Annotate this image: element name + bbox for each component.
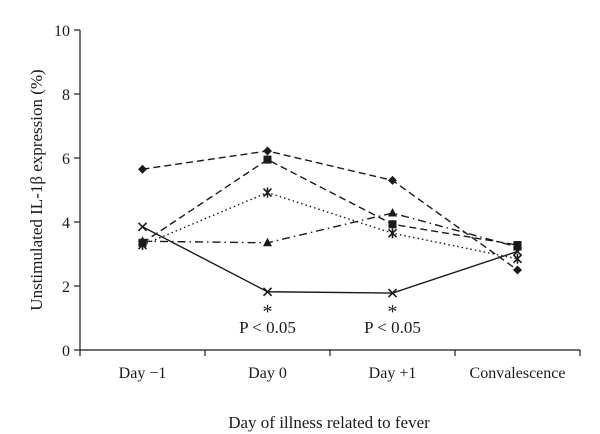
significance-star: * [263, 301, 273, 323]
y-tick-label: 4 [62, 215, 70, 232]
series-line-5 [142, 226, 518, 294]
x-tick-label: Convalescence [470, 365, 566, 382]
x-axis-title: Day of illness related to fever [228, 413, 430, 432]
series-line-3 [142, 191, 518, 260]
series-line-1 [142, 150, 518, 271]
data-point-triangle [388, 208, 397, 217]
data-point-diamond [513, 265, 522, 275]
data-point-diamond [388, 175, 397, 185]
significance-star: * [388, 301, 398, 323]
data-point-square [388, 220, 397, 229]
data-point-x [512, 246, 523, 257]
y-axis-title: Unstimulated IL-1β expression (%) [27, 69, 46, 310]
y-tick-label: 6 [62, 151, 70, 168]
data-point-star [262, 187, 273, 198]
data-point-x [137, 222, 148, 232]
significance-label: P < 0.05 [239, 318, 296, 337]
y-tick-label: 2 [62, 279, 70, 296]
y-tick-label: 10 [54, 23, 70, 40]
series-line-2 [142, 158, 518, 246]
data-point-triangle [263, 237, 272, 247]
data-point-star [387, 228, 398, 239]
data-point-diamond [263, 146, 272, 156]
data-point-x [262, 287, 273, 297]
x-tick-label: Day −1 [119, 365, 167, 382]
data-point-x [387, 288, 398, 298]
data-point-triangle [138, 236, 147, 245]
data-point-star [512, 253, 523, 264]
y-tick-label: 8 [62, 87, 70, 104]
series-line-4 [142, 212, 518, 248]
x-tick-label: Day +1 [369, 365, 417, 382]
significance-label: P < 0.05 [364, 318, 421, 337]
x-tick-label: Day 0 [248, 365, 287, 382]
data-point-diamond [138, 164, 147, 174]
y-tick-label: 0 [62, 343, 70, 360]
data-point-square [263, 155, 272, 164]
